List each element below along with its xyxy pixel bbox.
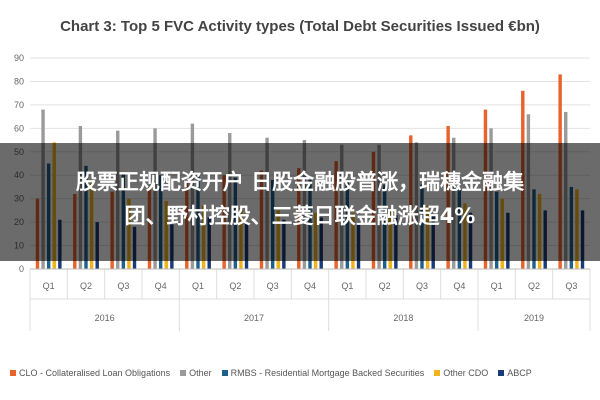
legend-label: Other CDO <box>443 368 489 378</box>
y-tick-label: 90 <box>14 53 24 63</box>
x-tick-label: Q3 <box>565 281 577 291</box>
x-tick-label: Q2 <box>528 281 540 291</box>
legend-swatch <box>498 370 505 376</box>
x-tick-label: Q2 <box>80 281 92 291</box>
legend-label: CLO - Collateralised Loan Obligations <box>19 368 171 378</box>
headline-line-2: 团、野村控股、三菱日联金融涨超4% <box>124 204 476 228</box>
legend-item: CLO - Collateralised Loan Obligations <box>10 368 170 378</box>
x-tick-label: Q1 <box>341 281 353 291</box>
headline-text: 股票正规配资开户 日股金融股普涨，瑞穗金融集 团、野村控股、三菱日联金融涨超4% <box>0 165 600 233</box>
legend-swatch <box>180 370 187 376</box>
chart-title: Chart 3: Top 5 FVC Activity types (Total… <box>60 18 540 35</box>
legend-item: Other CDO <box>434 368 488 378</box>
x-tick-label: Q1 <box>43 281 55 291</box>
y-tick-label: 80 <box>14 76 24 86</box>
y-tick-label: 70 <box>14 100 24 110</box>
x-tick-label: Q2 <box>229 281 241 291</box>
year-label: 2018 <box>393 313 413 323</box>
x-tick-label: Q3 <box>416 281 428 291</box>
headline-line-1: 股票正规配资开户 日股金融股普涨，瑞穗金融集 <box>75 170 525 194</box>
legend-swatch <box>10 370 16 376</box>
x-tick-label: Q1 <box>192 281 204 291</box>
year-label: 2019 <box>524 313 544 323</box>
legend-item: Other <box>180 368 212 378</box>
legend-label: ABCP <box>507 368 532 378</box>
x-tick-label: Q3 <box>117 281 129 291</box>
legend-item: ABCP <box>498 368 532 378</box>
x-tick-label: Q2 <box>379 281 391 291</box>
y-tick-label: 60 <box>14 123 24 133</box>
y-tick-label: 0 <box>19 264 24 274</box>
chart-legend: CLO - Collateralised Loan Obligations Oth… <box>10 368 600 378</box>
year-label: 2016 <box>95 313 115 323</box>
legend-swatch <box>434 370 441 376</box>
legend-label: RMBS - Residential Mortgage Backed Secur… <box>230 368 425 378</box>
legend-swatch <box>221 370 228 376</box>
x-tick-label: Q1 <box>491 281 503 291</box>
x-tick-label: Q4 <box>304 281 316 291</box>
year-label: 2017 <box>244 313 264 323</box>
legend-label: Other <box>189 368 212 378</box>
legend-item: RMBS - Residential Mortgage Backed Secur… <box>221 368 425 378</box>
headline-banner <box>0 143 600 261</box>
x-tick-label: Q3 <box>267 281 279 291</box>
x-tick-label: Q4 <box>453 281 465 291</box>
x-tick-label: Q4 <box>155 281 167 291</box>
